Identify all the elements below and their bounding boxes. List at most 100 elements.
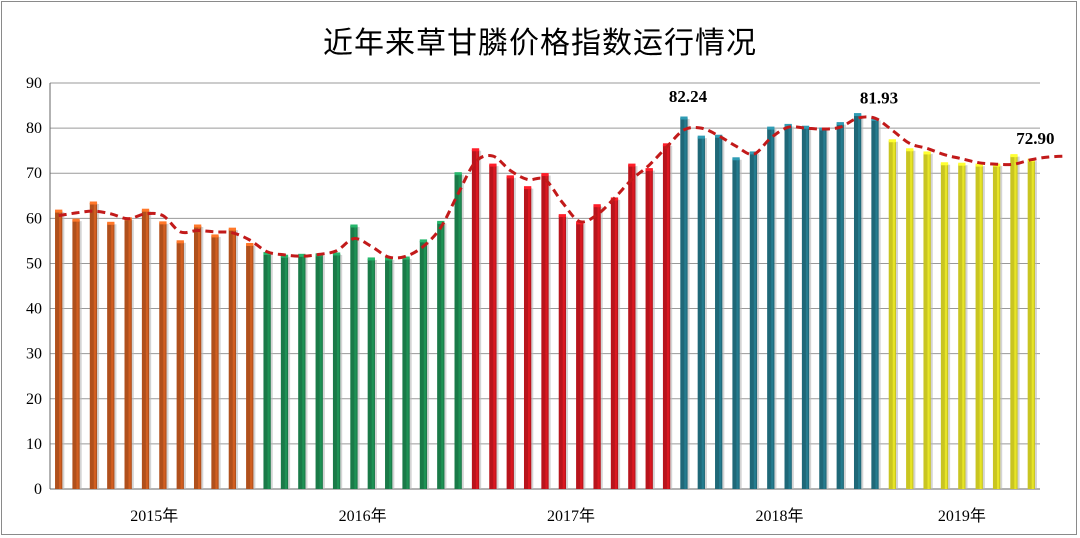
bar-highlight: [163, 222, 166, 489]
y-tick-label: 90: [26, 75, 42, 92]
bar: [836, 123, 844, 489]
bar-cap: [506, 175, 514, 179]
bar: [471, 149, 480, 489]
trend-line-path: [58, 115, 1067, 260]
y-tick-label: 70: [26, 165, 42, 182]
bar-highlight: [93, 202, 96, 490]
bar: [385, 258, 393, 489]
bar: [680, 118, 688, 489]
bar-cap: [1010, 154, 1018, 158]
bar: [958, 164, 966, 489]
y-tick-label: 80: [26, 120, 42, 137]
bar-cap: [853, 113, 862, 117]
bar-highlight: [771, 128, 774, 489]
bar: [888, 140, 897, 489]
bar-cap: [55, 209, 63, 213]
bar: [697, 137, 705, 489]
bar: [541, 174, 549, 489]
bar: [645, 169, 653, 489]
bar: [784, 125, 792, 489]
bar-highlight: [128, 218, 131, 490]
bar: [193, 226, 202, 489]
bar-cap: [176, 240, 184, 244]
bar-highlight: [510, 176, 513, 489]
bar-cap: [89, 201, 98, 205]
bar-highlight: [493, 165, 496, 489]
bar-cap: [645, 168, 653, 172]
bar-cap: [193, 224, 202, 228]
bar-cap: [332, 252, 341, 256]
bar-cap: [471, 148, 480, 152]
bar-cap: [940, 162, 949, 166]
bar-highlight: [319, 254, 322, 489]
bar-cap: [628, 163, 636, 167]
bar: [141, 210, 150, 490]
bar: [280, 256, 289, 489]
bar-cap: [958, 162, 966, 166]
bar: [72, 220, 80, 490]
bar-highlight: [736, 158, 739, 489]
bar: [767, 128, 775, 489]
bar-highlight: [406, 258, 409, 489]
bar-highlight: [597, 205, 600, 490]
bar-cap: [888, 139, 897, 143]
y-tick-label: 30: [26, 346, 42, 363]
bar-cap: [593, 204, 601, 208]
bar-highlight: [1014, 155, 1017, 489]
bar-highlight: [302, 255, 305, 489]
bar: [402, 258, 410, 489]
bar-cap: [246, 242, 254, 246]
bar-cap: [662, 143, 671, 147]
bar: [107, 223, 115, 489]
bar: [332, 253, 341, 489]
bar-highlight: [927, 152, 930, 489]
bar-highlight: [59, 211, 62, 490]
bar: [732, 158, 740, 489]
bar-highlight: [527, 187, 531, 489]
bar-cap: [211, 234, 219, 238]
x-group-label: 2018年: [755, 507, 803, 525]
data-label: 72.90: [1016, 129, 1054, 148]
trend-line: [58, 115, 1067, 260]
bar-highlight: [753, 152, 756, 489]
bar: [975, 165, 983, 489]
bar: [176, 241, 184, 489]
bar-highlight: [684, 118, 687, 489]
bar-cap: [385, 257, 393, 261]
bar: [749, 152, 758, 489]
bar-highlight: [840, 123, 843, 489]
bar-highlight: [458, 173, 461, 489]
bar: [419, 240, 428, 489]
bar-highlight: [545, 174, 548, 489]
bar: [89, 202, 98, 490]
bar-cap: [923, 151, 931, 155]
bar-highlight: [892, 140, 895, 489]
bars: [55, 113, 1037, 490]
bar-cap: [801, 125, 810, 129]
bar-cap: [298, 253, 306, 257]
data-label: 82.24: [669, 87, 708, 106]
bar-cap: [107, 221, 115, 225]
x-group-label: 2015年: [130, 507, 178, 525]
bar-highlight: [944, 163, 948, 489]
bar-highlight: [719, 136, 722, 489]
bar: [576, 222, 584, 489]
bar: [228, 229, 237, 489]
bar: [159, 222, 167, 489]
bar-highlight: [336, 253, 340, 489]
bar-highlight: [823, 129, 826, 489]
bar: [992, 165, 1001, 489]
bar: [246, 244, 254, 489]
bar-cap: [558, 214, 567, 218]
bar-cap: [72, 218, 80, 222]
y-tick-label: 20: [26, 391, 42, 408]
bar: [715, 136, 723, 489]
bar-highlight: [371, 258, 374, 489]
bar-cap: [680, 116, 688, 120]
bar-highlight: [197, 226, 201, 489]
bar-cap: [367, 257, 375, 261]
chart-title: 近年来草甘膦价格指数运行情况: [323, 26, 757, 61]
bar-highlight: [423, 240, 426, 489]
bar-highlight: [475, 149, 479, 489]
bar: [871, 119, 879, 489]
